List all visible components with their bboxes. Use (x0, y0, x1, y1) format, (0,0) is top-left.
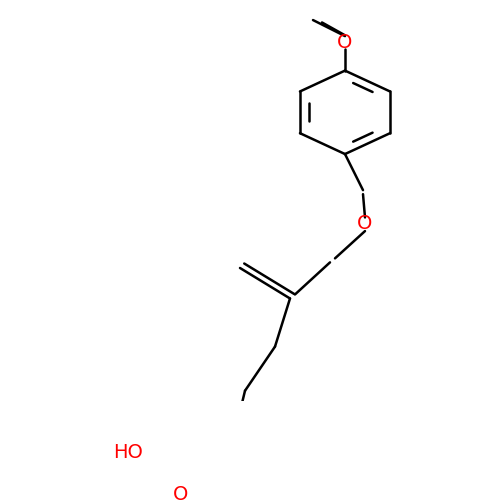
Text: O: O (174, 485, 188, 500)
Text: O: O (358, 214, 372, 234)
Text: O: O (338, 33, 352, 52)
Text: HO: HO (113, 443, 143, 462)
